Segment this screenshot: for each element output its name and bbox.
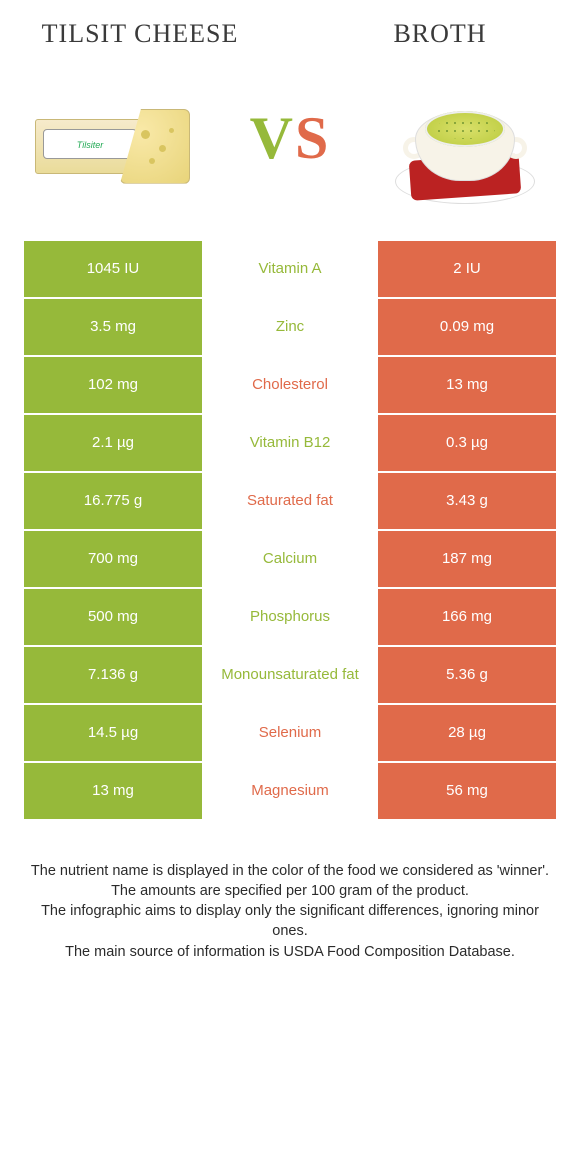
- table-row: 700 mgCalcium187 mg: [24, 531, 556, 587]
- nutrient-name-cell: Cholesterol: [204, 357, 376, 413]
- footer-notes: The nutrient name is displayed in the co…: [0, 821, 580, 962]
- right-value-cell: 2 IU: [378, 241, 556, 297]
- nutrient-name-cell: Vitamin B12: [204, 415, 376, 471]
- right-value-cell: 5.36 g: [378, 647, 556, 703]
- nutrient-name-cell: Monounsaturated fat: [204, 647, 376, 703]
- nutrient-name-cell: Selenium: [204, 705, 376, 761]
- cheese-package-label: Tilsiter: [43, 129, 137, 159]
- nutrient-name-cell: Calcium: [204, 531, 376, 587]
- broth-image: [380, 69, 550, 209]
- left-value-cell: 7.136 g: [24, 647, 202, 703]
- comparison-table: 1045 IUVitamin A2 IU3.5 mgZinc0.09 mg102…: [22, 239, 558, 821]
- left-value-cell: 700 mg: [24, 531, 202, 587]
- vs-v: V: [250, 105, 295, 171]
- left-value-cell: 13 mg: [24, 763, 202, 819]
- right-value-cell: 13 mg: [378, 357, 556, 413]
- left-value-cell: 500 mg: [24, 589, 202, 645]
- nutrient-name-cell: Magnesium: [204, 763, 376, 819]
- footer-line-2: The amounts are specified per 100 gram o…: [30, 881, 550, 901]
- footer-line-4: The main source of information is USDA F…: [30, 942, 550, 962]
- images-row: Tilsiter VS: [0, 59, 580, 239]
- right-value-cell: 0.09 mg: [378, 299, 556, 355]
- nutrient-name-cell: Vitamin A: [204, 241, 376, 297]
- footer-line-1: The nutrient name is displayed in the co…: [30, 861, 550, 881]
- left-value-cell: 16.775 g: [24, 473, 202, 529]
- right-value-cell: 3.43 g: [378, 473, 556, 529]
- left-value-cell: 14.5 µg: [24, 705, 202, 761]
- header-titles: Tilsit cheese Broth: [0, 0, 580, 59]
- right-value-cell: 187 mg: [378, 531, 556, 587]
- table-row: 1045 IUVitamin A2 IU: [24, 241, 556, 297]
- nutrient-name-cell: Saturated fat: [204, 473, 376, 529]
- vs-s: S: [295, 105, 330, 171]
- right-value-cell: 28 µg: [378, 705, 556, 761]
- right-food-title: Broth: [340, 20, 540, 49]
- table-row: 102 mgCholesterol13 mg: [24, 357, 556, 413]
- table-row: 14.5 µgSelenium28 µg: [24, 705, 556, 761]
- left-food-title: Tilsit cheese: [40, 20, 240, 49]
- right-value-cell: 56 mg: [378, 763, 556, 819]
- cheese-image: Tilsiter: [30, 69, 200, 209]
- left-value-cell: 3.5 mg: [24, 299, 202, 355]
- table-row: 13 mgMagnesium56 mg: [24, 763, 556, 819]
- table-row: 2.1 µgVitamin B120.3 µg: [24, 415, 556, 471]
- left-value-cell: 2.1 µg: [24, 415, 202, 471]
- nutrient-name-cell: Phosphorus: [204, 589, 376, 645]
- nutrient-name-cell: Zinc: [204, 299, 376, 355]
- footer-line-3: The infographic aims to display only the…: [30, 901, 550, 942]
- right-value-cell: 166 mg: [378, 589, 556, 645]
- left-value-cell: 1045 IU: [24, 241, 202, 297]
- table-row: 3.5 mgZinc0.09 mg: [24, 299, 556, 355]
- table-row: 7.136 gMonounsaturated fat5.36 g: [24, 647, 556, 703]
- table-row: 16.775 gSaturated fat3.43 g: [24, 473, 556, 529]
- right-value-cell: 0.3 µg: [378, 415, 556, 471]
- vs-label: VS: [250, 104, 331, 173]
- table-row: 500 mgPhosphorus166 mg: [24, 589, 556, 645]
- left-value-cell: 102 mg: [24, 357, 202, 413]
